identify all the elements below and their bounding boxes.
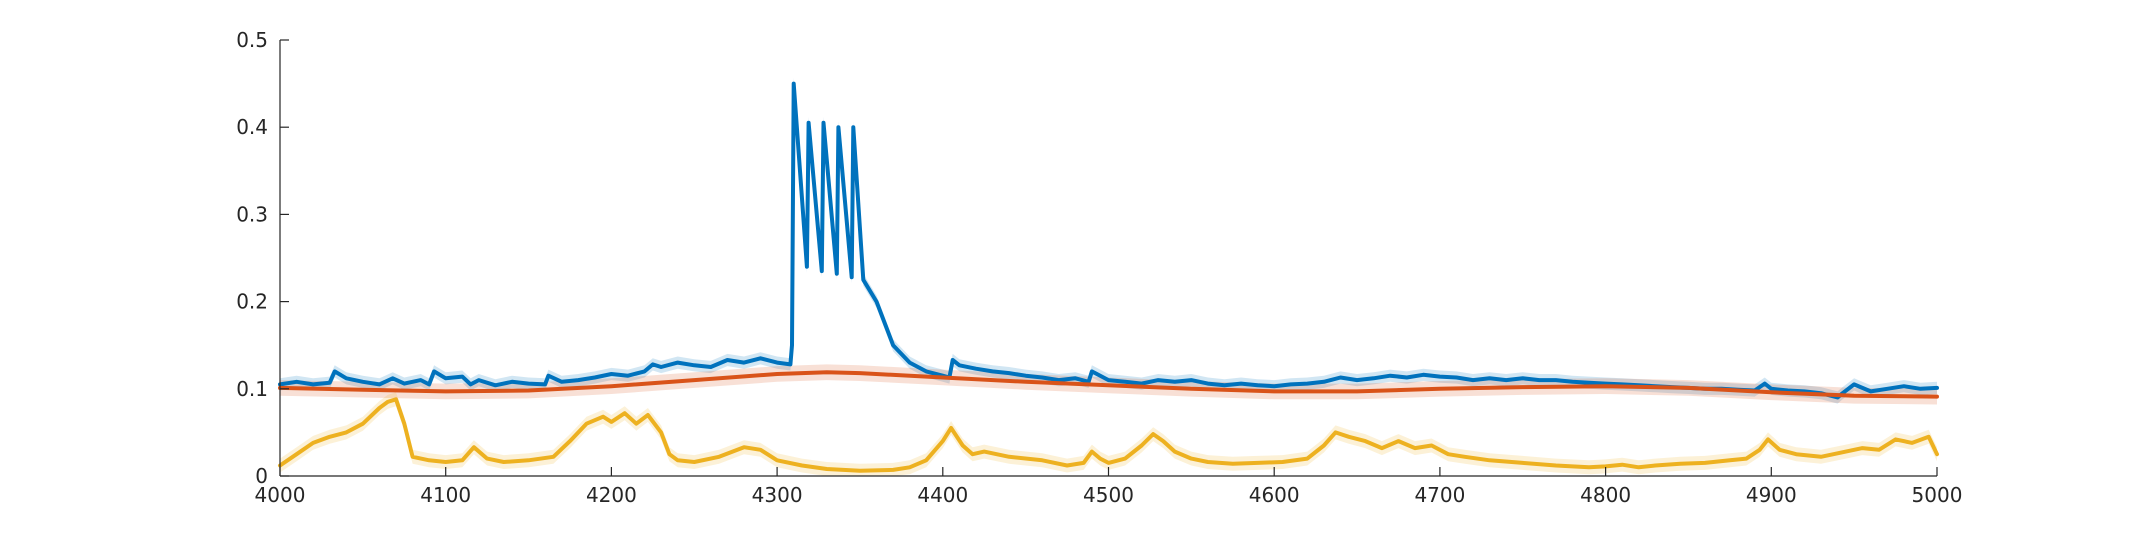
- x-tick-label: 4500: [1083, 483, 1134, 507]
- y-ticks: 0 0.1 0.2 0.3 0.4 0.5: [236, 28, 289, 488]
- y-tick-label: 0.3: [236, 202, 268, 226]
- x-tick-label: 4000: [255, 483, 306, 507]
- y-tick-label: 0.5: [236, 28, 268, 52]
- x-tick-label: 5000: [1912, 483, 1963, 507]
- series-1-line: [278, 81, 1939, 400]
- confidence-bands: [280, 77, 1937, 476]
- x-tick-label: 4400: [917, 483, 968, 507]
- x-tick-label: 4200: [586, 483, 637, 507]
- series-2-line: [278, 370, 1939, 399]
- series-lines: [278, 81, 1939, 473]
- x-tick-label: 4700: [1414, 483, 1465, 507]
- x-tick-label: 4600: [1249, 483, 1300, 507]
- series-1-band: [280, 77, 1937, 404]
- x-tick-label: 4300: [752, 483, 803, 507]
- x-tick-label: 4100: [420, 483, 471, 507]
- y-tick-label: 0.2: [236, 290, 268, 314]
- series-3-line: [278, 397, 1939, 473]
- axes: [279, 40, 1937, 477]
- x-tick-label: 4800: [1580, 483, 1631, 507]
- y-tick-label: 0: [255, 464, 268, 488]
- x-tick-label: 4900: [1746, 483, 1797, 507]
- y-tick-label: 0.4: [236, 115, 268, 139]
- x-ticks: 4000 4100 4200 4300 4400 4500 4600 4700 4800 4900…: [255, 467, 1963, 507]
- y-tick-label: 0.1: [236, 377, 268, 401]
